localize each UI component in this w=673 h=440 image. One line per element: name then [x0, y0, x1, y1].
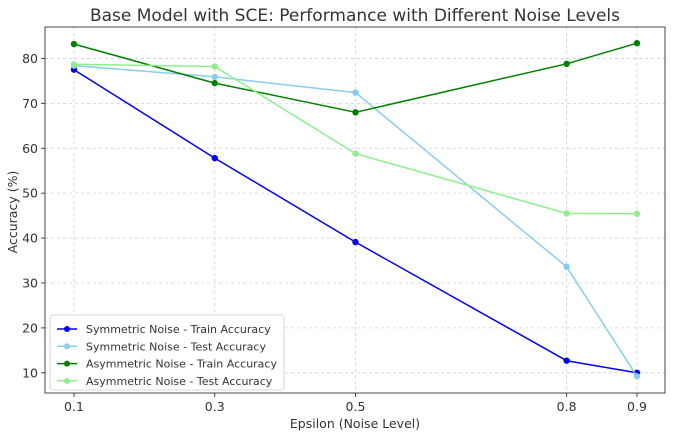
- legend-label: Asymmetric Noise - Train Accuracy: [86, 358, 277, 371]
- data-point: [633, 373, 641, 380]
- data-point: [563, 210, 570, 217]
- data-point: [352, 150, 359, 157]
- data-point: [70, 40, 78, 48]
- legend-item: Symmetric Noise - Train Accuracy: [57, 323, 271, 336]
- data-point: [211, 154, 218, 162]
- y-tick-label: 30: [22, 275, 38, 290]
- data-point: [633, 39, 641, 47]
- chart-title: Base Model with SCE: Performance with Di…: [90, 6, 620, 26]
- legend-swatch-marker: [64, 326, 70, 332]
- data-point: [211, 63, 218, 70]
- x-axis-label: Epsilon (Noise Level): [290, 416, 420, 431]
- y-tick-label: 50: [22, 186, 38, 201]
- data-point: [352, 89, 359, 96]
- legend-item: Asymmetric Noise - Test Accuracy: [57, 375, 273, 388]
- legend-swatch-marker: [64, 360, 70, 367]
- y-axis-label: Accuracy (%): [5, 171, 20, 254]
- legend-box: [49, 314, 285, 391]
- data-point: [563, 357, 570, 364]
- legend: Symmetric Noise - Train Accuracy Symmetri…: [49, 314, 285, 391]
- legend-label: Asymmetric Noise - Test Accuracy: [86, 375, 273, 388]
- y-tick-label: 10: [22, 365, 38, 380]
- legend-label: Symmetric Noise - Train Accuracy: [86, 323, 271, 336]
- x-tick-label: 0.9: [627, 399, 647, 414]
- legend-swatch-marker: [64, 377, 70, 384]
- y-tick-label: 70: [22, 96, 38, 111]
- legend-item: Asymmetric Noise - Train Accuracy: [57, 358, 277, 371]
- legend-item: Symmetric Noise - Test Accuracy: [57, 340, 266, 353]
- data-point: [352, 109, 359, 116]
- legend-swatch-marker: [64, 343, 70, 350]
- series-3: [70, 39, 641, 116]
- x-tick-label: 0.8: [557, 399, 577, 414]
- y-tick-label: 80: [22, 51, 38, 66]
- data-point: [633, 210, 641, 218]
- y-tick-label: 40: [22, 231, 38, 246]
- y-axis: 10 20 30 40 50 60 70 80: [22, 51, 45, 380]
- x-tick-label: 0.1: [64, 399, 84, 414]
- x-axis: 0.1 0.3 0.5 0.8 0.9: [64, 393, 647, 414]
- x-tick-label: 0.5: [346, 399, 366, 414]
- plot-frame: [44, 26, 666, 394]
- series-layer: [70, 39, 641, 380]
- y-tick-label: 60: [22, 141, 38, 156]
- data-point: [352, 238, 359, 246]
- data-point: [70, 61, 78, 68]
- data-point: [563, 60, 570, 68]
- data-point: [211, 79, 218, 87]
- y-tick-label: 20: [22, 320, 38, 335]
- data-point: [563, 263, 570, 271]
- data-point: [211, 73, 218, 81]
- series-4: [70, 61, 641, 218]
- x-tick-label: 0.3: [205, 399, 225, 414]
- legend-label: Symmetric Noise - Test Accuracy: [86, 340, 266, 353]
